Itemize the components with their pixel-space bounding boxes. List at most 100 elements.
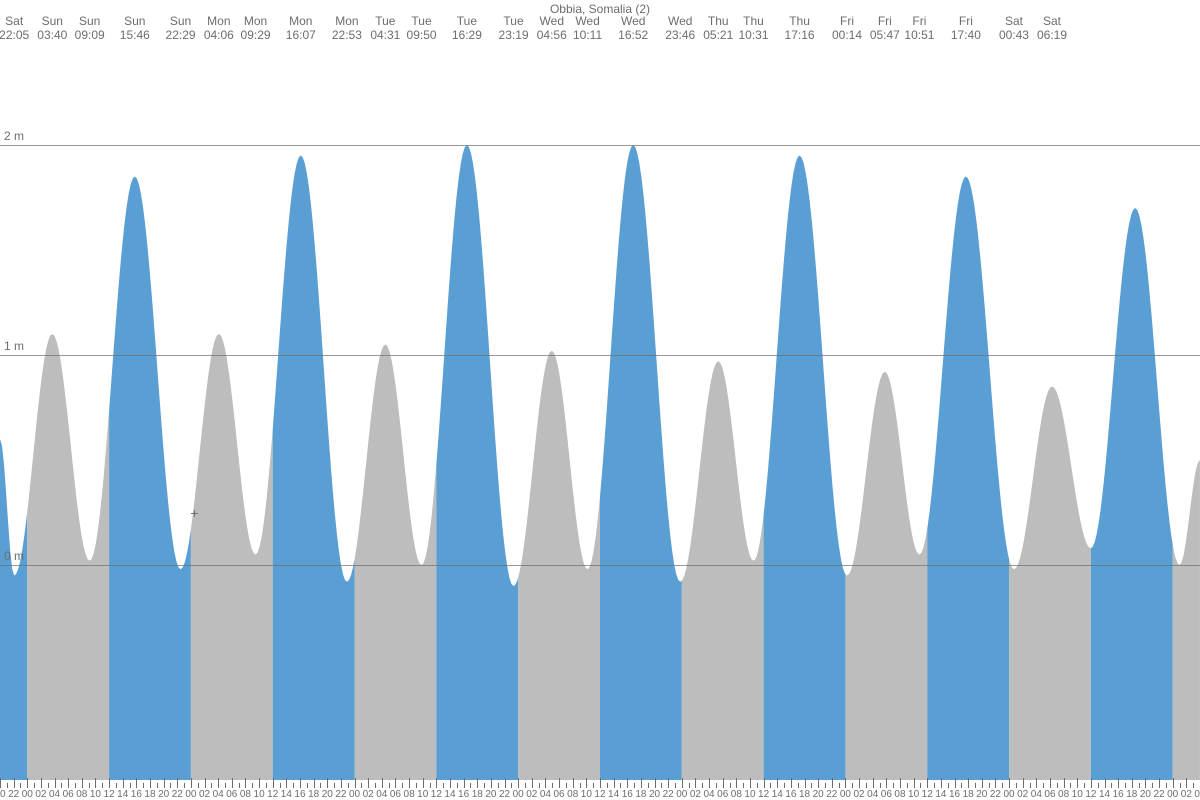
hour-tick: [975, 783, 976, 788]
hour-tick: [41, 778, 42, 788]
hour-tick: [375, 783, 376, 788]
hour-label: 16: [294, 789, 305, 800]
hour-label: 04: [704, 789, 715, 800]
hour-tick: [702, 783, 703, 788]
hour-tick: [1064, 778, 1065, 788]
hour-tick: [402, 783, 403, 788]
hour-tick: [941, 778, 942, 788]
hour-tick: [566, 783, 567, 788]
hour-tick: [689, 783, 690, 788]
hour-tick: [102, 783, 103, 788]
hour-label: 22: [8, 789, 19, 800]
hour-tick: [1105, 778, 1106, 788]
hour-tick: [648, 783, 649, 788]
hour-label: 12: [594, 789, 605, 800]
hour-label: 12: [104, 789, 115, 800]
hour-label: 22: [663, 789, 674, 800]
hour-tick: [750, 778, 751, 788]
hour-label: 04: [867, 789, 878, 800]
hour-label: 12: [758, 789, 769, 800]
hour-tick: [1132, 778, 1133, 788]
hour-tick: [232, 778, 233, 788]
hour-tick: [68, 778, 69, 788]
hour-label: 22: [335, 789, 346, 800]
hour-tick: [266, 783, 267, 788]
hour-tick: [334, 783, 335, 788]
hour-label: 16: [131, 789, 142, 800]
hour-tick: [518, 778, 519, 788]
hour-tick: [1077, 778, 1078, 788]
hour-tick: [675, 783, 676, 788]
hour-tick: [484, 783, 485, 788]
hour-label: 18: [963, 789, 974, 800]
hour-tick: [1070, 783, 1071, 788]
hour-tick: [927, 778, 928, 788]
hour-tick: [416, 783, 417, 788]
hour-tick: [109, 778, 110, 788]
hour-axis: 2022000204060810121416182022000204060810…: [0, 778, 1200, 800]
hour-label: 18: [1126, 789, 1137, 800]
hour-tick: [695, 778, 696, 788]
hour-label: 00: [676, 789, 687, 800]
hour-tick: [252, 783, 253, 788]
hour-tick: [1111, 783, 1112, 788]
hour-label: 06: [717, 789, 728, 800]
hour-label: 22: [990, 789, 1001, 800]
hour-tick: [184, 783, 185, 788]
hour-tick: [859, 778, 860, 788]
hour-tick: [634, 783, 635, 788]
hour-tick: [273, 778, 274, 788]
hour-tick: [668, 778, 669, 788]
hour-label: 06: [881, 789, 892, 800]
hour-tick: [259, 778, 260, 788]
hour-tick: [300, 778, 301, 788]
hour-tick: [961, 783, 962, 788]
hour-tick: [150, 778, 151, 788]
hour-tick: [498, 783, 499, 788]
hour-tick: [770, 783, 771, 788]
hour-tick: [552, 783, 553, 788]
hour-label: 20: [158, 789, 169, 800]
hour-label: 00: [185, 789, 196, 800]
hour-label: 22: [1153, 789, 1164, 800]
hour-tick: [914, 778, 915, 788]
hour-tick: [1152, 783, 1153, 788]
hour-tick: [723, 778, 724, 788]
hour-tick: [286, 778, 287, 788]
hour-tick: [1125, 783, 1126, 788]
hour-tick: [600, 778, 601, 788]
hour-label: 00: [1167, 789, 1178, 800]
hour-label: 20: [322, 789, 333, 800]
hour-label: 04: [1194, 789, 1200, 800]
hour-tick: [341, 778, 342, 788]
tide-chart: 0 m1 m2 m +: [0, 0, 1200, 800]
hour-label: 18: [144, 789, 155, 800]
hour-label: 06: [554, 789, 565, 800]
hour-label: 04: [49, 789, 60, 800]
hour-label: 16: [622, 789, 633, 800]
hour-label: 06: [1044, 789, 1055, 800]
hour-tick: [355, 778, 356, 788]
hour-label: 12: [1085, 789, 1096, 800]
hour-tick: [545, 778, 546, 788]
hour-tick: [430, 783, 431, 788]
hour-tick: [436, 778, 437, 788]
hour-tick: [948, 783, 949, 788]
hour-tick: [730, 783, 731, 788]
hour-tick: [389, 783, 390, 788]
hour-tick: [1002, 783, 1003, 788]
hour-tick: [293, 783, 294, 788]
hour-tick: [177, 778, 178, 788]
hour-tick: [34, 783, 35, 788]
hour-tick: [845, 778, 846, 788]
hour-tick: [395, 778, 396, 788]
hour-tick: [327, 778, 328, 788]
hour-tick: [627, 778, 628, 788]
hour-label: 10: [254, 789, 265, 800]
hour-tick: [48, 783, 49, 788]
hour-tick: [1145, 778, 1146, 788]
hour-tick: [641, 778, 642, 788]
hour-tick: [245, 778, 246, 788]
hour-label: 02: [199, 789, 210, 800]
hour-tick: [777, 778, 778, 788]
